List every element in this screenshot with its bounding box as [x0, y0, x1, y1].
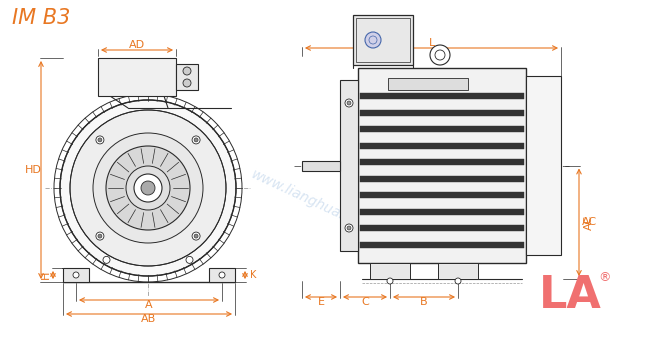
Circle shape	[93, 133, 203, 243]
Text: IM B3: IM B3	[12, 8, 70, 28]
Circle shape	[186, 256, 193, 263]
Bar	[360, 110, 524, 116]
Circle shape	[347, 226, 351, 230]
Circle shape	[98, 138, 102, 142]
Circle shape	[98, 234, 102, 238]
Circle shape	[103, 256, 110, 263]
Bar	[360, 176, 524, 182]
Circle shape	[345, 224, 353, 232]
Circle shape	[126, 166, 170, 210]
Text: A: A	[145, 300, 153, 310]
Bar	[98, 58, 176, 96]
Circle shape	[134, 174, 162, 202]
Circle shape	[96, 232, 104, 240]
Bar	[360, 93, 524, 99]
Text: K: K	[250, 270, 256, 280]
Bar	[526, 76, 561, 255]
Bar	[340, 80, 358, 251]
Circle shape	[96, 136, 104, 144]
Bar	[358, 68, 526, 263]
Text: H: H	[41, 271, 51, 279]
Bar	[360, 126, 524, 132]
Text: HD: HD	[25, 165, 42, 175]
Circle shape	[194, 138, 198, 142]
Circle shape	[455, 278, 461, 284]
Circle shape	[73, 272, 79, 278]
Circle shape	[106, 146, 190, 230]
Text: AB: AB	[142, 314, 157, 324]
Circle shape	[183, 67, 191, 75]
Text: ®: ®	[599, 271, 611, 285]
Circle shape	[430, 45, 450, 65]
Text: C: C	[361, 297, 369, 307]
Bar	[63, 268, 89, 282]
Circle shape	[345, 99, 353, 107]
Circle shape	[192, 136, 200, 144]
Circle shape	[70, 110, 226, 266]
Bar	[360, 192, 524, 198]
Bar	[360, 159, 524, 165]
Circle shape	[192, 232, 200, 240]
Bar	[209, 268, 235, 282]
Circle shape	[60, 100, 236, 276]
Text: AC: AC	[582, 217, 597, 227]
Bar	[360, 226, 524, 231]
Text: AD: AD	[129, 40, 145, 50]
Circle shape	[219, 272, 225, 278]
Bar	[176, 64, 198, 90]
Bar	[388, 78, 468, 90]
Bar	[302, 160, 340, 171]
Circle shape	[194, 234, 198, 238]
Bar	[360, 143, 524, 149]
Circle shape	[387, 278, 393, 284]
Text: B: B	[420, 297, 428, 307]
Text: AC: AC	[584, 215, 594, 230]
Text: L: L	[428, 38, 435, 48]
Circle shape	[183, 79, 191, 87]
Text: E: E	[317, 297, 324, 307]
Bar	[360, 242, 524, 248]
Bar	[360, 209, 524, 215]
Circle shape	[365, 32, 381, 48]
Bar	[370, 263, 410, 279]
Text: LA: LA	[539, 274, 601, 316]
Text: www.lianghuaidianji.com: www.lianghuaidianji.com	[249, 167, 411, 253]
Circle shape	[141, 181, 155, 195]
Bar	[356, 18, 410, 62]
Circle shape	[347, 101, 351, 105]
Bar	[438, 263, 478, 279]
Bar	[353, 15, 413, 65]
